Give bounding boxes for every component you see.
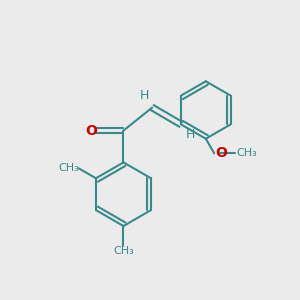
Text: O: O (85, 124, 97, 138)
Text: CH₃: CH₃ (237, 148, 257, 158)
Text: O: O (215, 146, 227, 160)
Text: CH₃: CH₃ (58, 163, 79, 173)
Text: H: H (140, 89, 149, 102)
Text: H: H (186, 128, 196, 141)
Text: CH₃: CH₃ (113, 246, 134, 256)
